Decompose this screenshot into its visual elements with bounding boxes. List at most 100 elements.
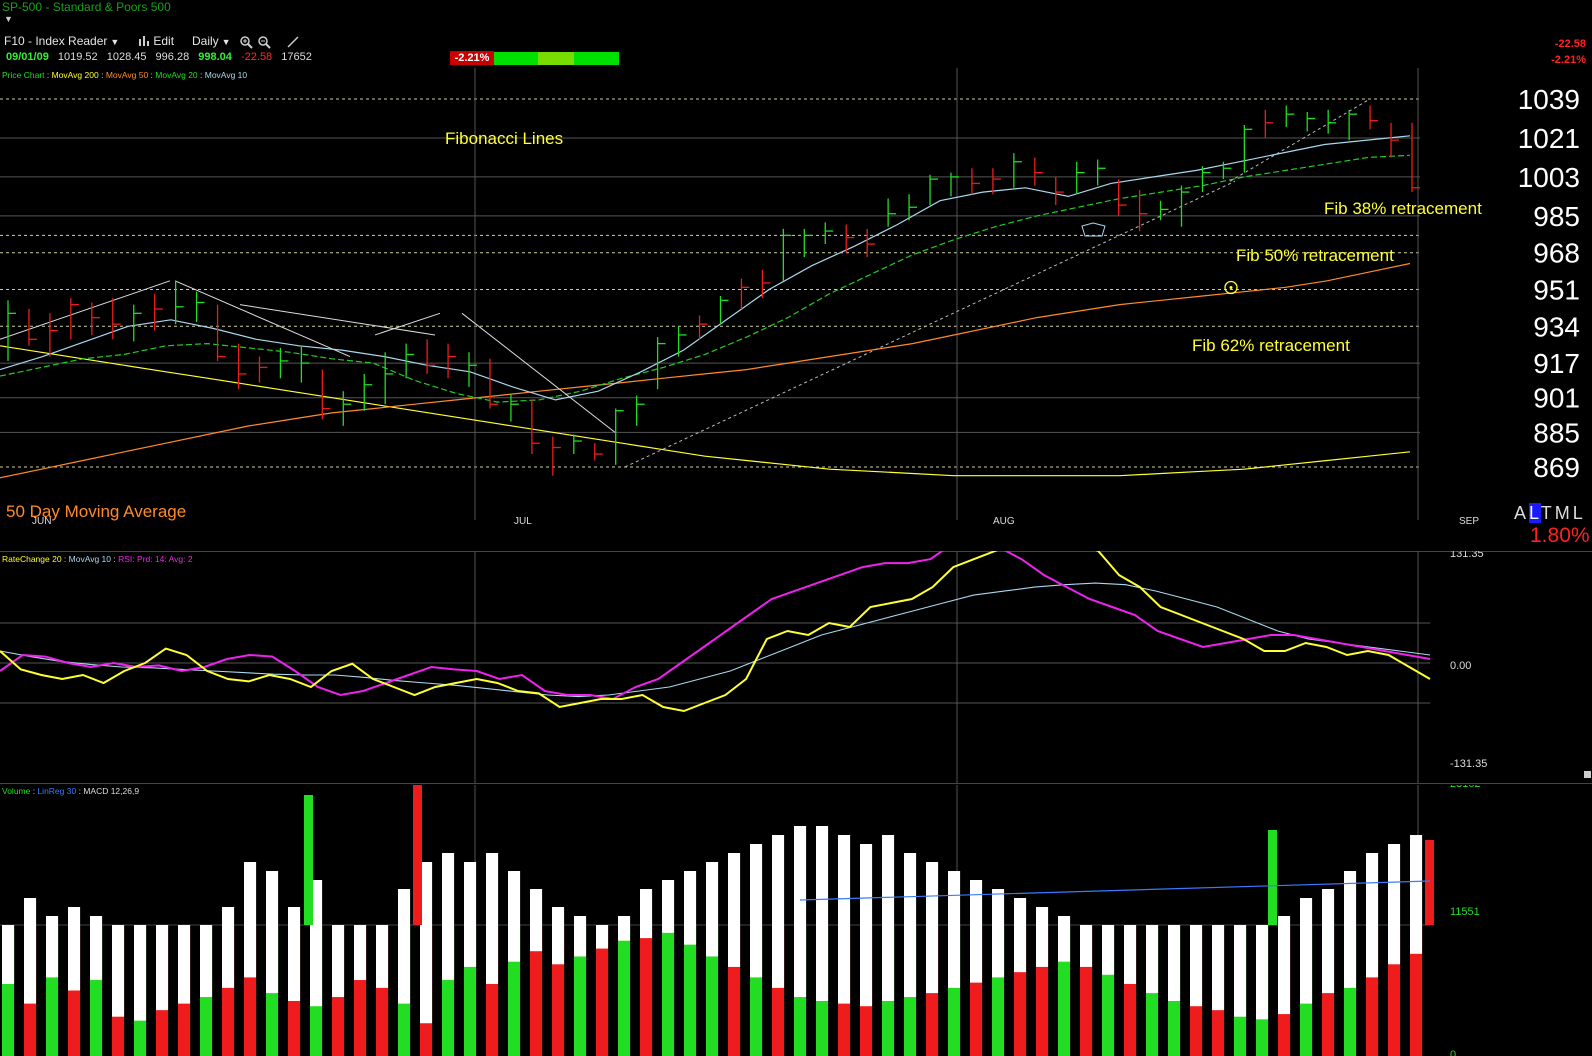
- macd-overlay-bar: [420, 925, 433, 1024]
- linreg-line: [799, 880, 1431, 901]
- oscillator-ma10-line: [0, 582, 1431, 698]
- macd-overlay-bar: [1102, 925, 1115, 975]
- macd-overlay-bar: [508, 925, 521, 962]
- volume-study-legend[interactable]: Volume : LinReg 30 : MACD 12,26,9: [2, 786, 139, 796]
- macd-overlay-bar: [1388, 925, 1401, 965]
- volume-bar: [244, 862, 257, 925]
- macd-overlay-bar: [1190, 925, 1203, 1007]
- volume-bar: [684, 871, 697, 925]
- pct-change-badge: -2.21%: [450, 51, 494, 65]
- time-scale-l-button[interactable]: L: [1529, 503, 1541, 523]
- volume-bar: [1278, 916, 1291, 925]
- oscillator-chart[interactable]: 131.35 0.00 -131.35: [0, 551, 1592, 783]
- trendline: [624, 180, 1236, 468]
- macd-bar: [618, 925, 631, 1056]
- volume-spike-bar: [413, 785, 422, 925]
- macd-overlay-bar: [640, 925, 653, 939]
- quote-open: 1019.52: [57, 51, 98, 63]
- volume-chart[interactable]: 23102 11551 0: [0, 785, 1592, 1056]
- macd-overlay-bar: [486, 925, 499, 984]
- macd-overlay-bar: [1234, 925, 1247, 1017]
- macd-overlay-bar: [794, 925, 807, 998]
- edit-label: Edit: [153, 34, 175, 48]
- volume-bar: [1300, 898, 1313, 925]
- macd-overlay-bar: [244, 925, 257, 978]
- zoom-out-icon[interactable]: [257, 35, 271, 52]
- macd-overlay-bar: [1080, 925, 1093, 967]
- macd-overlay-bar: [574, 925, 587, 957]
- macd-overlay-bar: [46, 925, 59, 978]
- chevron-down-icon: ▼: [221, 37, 231, 47]
- macd-bar: [530, 925, 543, 1056]
- volume-legend-item: :: [76, 786, 84, 796]
- ma20-line: [0, 154, 1411, 403]
- x-tick-label: SEP: [1459, 516, 1479, 527]
- fib50-annotation: Fib 50% retracement: [1236, 246, 1394, 265]
- quote-change: -22.58: [240, 51, 273, 63]
- oscillator-legend-item: MovAvg 10: [68, 554, 112, 564]
- chart-title: SP-500 - Standard & Poors 500: [2, 0, 171, 14]
- time-scale-t-button[interactable]: T: [1540, 503, 1555, 523]
- macd-overlay-bar: [68, 925, 81, 991]
- volume-bar: [816, 826, 829, 925]
- edit-button[interactable]: Edit: [138, 34, 174, 48]
- oscillator-legend-item: RSI: Prd: 14: Avg: 2: [118, 554, 193, 564]
- macd-overlay-bar: [310, 925, 323, 1007]
- time-scale-buttons[interactable]: ALTML: [1514, 503, 1586, 524]
- oscillator-study-legend[interactable]: RateChange 20 : MovAvg 10 : RSI: Prd: 14…: [2, 554, 193, 564]
- macd-overlay-bar: [442, 925, 455, 981]
- y-tick-label: 885: [1533, 417, 1580, 448]
- oscillator-y-tick-label: 0.00: [1450, 660, 1471, 672]
- macd-bar: [662, 925, 675, 1056]
- macd-overlay-bar: [90, 925, 103, 981]
- pane-resize-handle[interactable]: [1584, 771, 1591, 778]
- y-tick-label: 934: [1533, 311, 1580, 342]
- volume-bar: [90, 916, 103, 925]
- trendline: [174, 280, 351, 358]
- volume-bar: [662, 880, 675, 925]
- macd-overlay-bar: [332, 925, 345, 998]
- fib62-annotation: Fib 62% retracement: [1192, 336, 1350, 355]
- quote-date: 09/01/09: [6, 51, 49, 63]
- y-tick-label: 1003: [1518, 162, 1580, 193]
- volume-bar: [794, 826, 807, 925]
- macd-overlay-bar: [1146, 925, 1159, 994]
- macd-overlay-bar: [1124, 925, 1137, 984]
- y-tick-label: 869: [1533, 452, 1580, 483]
- volume-legend-item: MACD 12,26,9: [83, 786, 140, 796]
- macd-overlay-bar: [222, 925, 235, 988]
- volume-bar: [1058, 916, 1071, 925]
- price-legend-item: :: [148, 70, 156, 80]
- macd-overlay-bar: [200, 925, 213, 998]
- time-scale-m-button[interactable]: M: [1554, 503, 1573, 523]
- macd-overlay-bar: [838, 925, 851, 1004]
- time-scale-pct: 1.80%: [1530, 524, 1590, 547]
- ma200-line: [0, 345, 1411, 477]
- time-scale-l-button[interactable]: L: [1572, 503, 1586, 523]
- zoom-in-icon[interactable]: [239, 35, 253, 52]
- quote-high: 1028.45: [106, 51, 147, 63]
- draw-line-icon[interactable]: [286, 35, 300, 52]
- time-scale-a-button[interactable]: A: [1514, 503, 1530, 523]
- fib-lines-annotation: Fibonacci Lines: [445, 129, 564, 148]
- volume-y-tick-label: 0: [1450, 1049, 1456, 1056]
- fib50-marker-icon: [1224, 280, 1238, 295]
- price-legend-item: MovAvg 200: [51, 70, 99, 80]
- macd-overlay-bar: [1036, 925, 1049, 967]
- price-study-legend[interactable]: Price Chart : MovAvg 200 : MovAvg 50 : M…: [2, 70, 247, 80]
- volume-bar: [266, 871, 279, 925]
- period-menu[interactable]: Daily ▼: [192, 34, 231, 48]
- macd-bar: [596, 925, 609, 1056]
- oscillator-legend-item: :: [111, 554, 119, 564]
- macd-overlay-bar: [816, 925, 829, 1001]
- macd-overlay-bar: [1256, 925, 1269, 1020]
- pane-divider: [0, 783, 1592, 784]
- reader-menu[interactable]: F10 - Index Reader ▼: [4, 34, 119, 48]
- title-dropdown-icon[interactable]: ▼: [4, 14, 13, 24]
- volume-bar: [1410, 835, 1423, 925]
- macd-overlay-bar: [750, 925, 763, 978]
- volume-bar: [398, 889, 411, 925]
- macd-overlay-bar: [706, 925, 719, 957]
- macd-overlay-bar: [728, 925, 741, 967]
